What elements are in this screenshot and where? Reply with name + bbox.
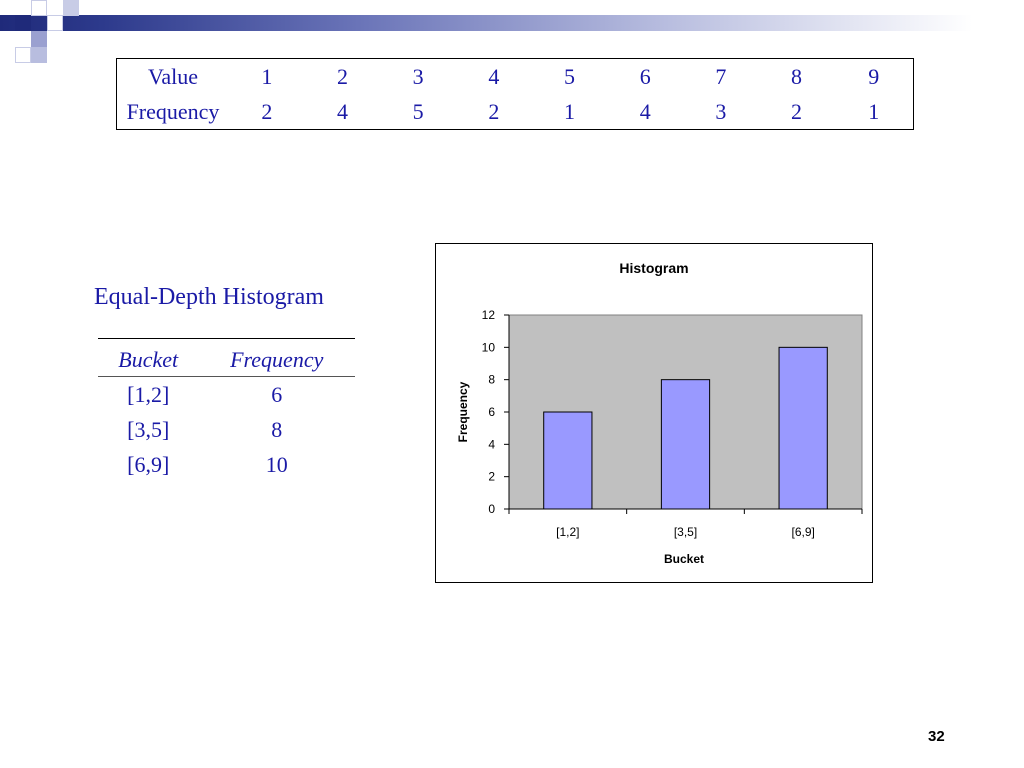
bucket-cell: [1,2] — [127, 381, 170, 407]
value-cell: 4 — [488, 63, 500, 89]
chart-title: Histogram — [619, 260, 688, 276]
frequency-cell: 4 — [337, 98, 348, 124]
frequency-cell: 6 — [271, 381, 283, 407]
bucket-column-header: Bucket — [98, 338, 199, 377]
frequency-cell: 2 — [261, 98, 273, 124]
bucket-table-header: Bucket Frequency — [98, 338, 355, 377]
bar — [660, 379, 711, 510]
value-cell: 5 — [564, 63, 576, 89]
value-cell: 9 — [868, 63, 880, 89]
value-cell: 1 — [261, 63, 273, 89]
histogram-chart-svg: Histogram Bucket Frequency 0 2 4 6 8 10 12 [1,2… — [456, 260, 863, 566]
y-tick-label: 12 — [482, 308, 496, 322]
y-tick-label: 10 — [482, 340, 496, 354]
frequency-cell: 2 — [791, 98, 803, 124]
equal-depth-title: Equal-Depth Histogram — [94, 284, 324, 310]
value-cell: 8 — [791, 63, 803, 89]
frequency-cell: 1 — [868, 98, 880, 124]
bar — [778, 346, 828, 510]
page-number: 32 — [928, 728, 945, 745]
bucket-table: Bucket Frequency [1,2] 6 [3,5] 8 [6,9] 1… — [98, 338, 355, 482]
bucket-cell: [3,5] — [127, 416, 170, 442]
decor-square — [63, 0, 79, 16]
table-row: [6,9] 10 — [98, 447, 355, 482]
decor-square — [15, 15, 31, 31]
table-row: [3,5] 8 — [98, 412, 355, 447]
decor-square — [47, 15, 63, 31]
value-cell: 6 — [639, 63, 651, 89]
value-frequency-table: Value 1 2 3 4 5 6 7 8 9 Frequency 2 4 5 … — [116, 58, 914, 130]
frequency-cell: 3 — [715, 98, 727, 124]
frequency-row: Frequency 2 4 5 2 1 4 3 2 1 — [117, 94, 914, 130]
frequency-cell: 1 — [564, 98, 576, 124]
value-row-header: Value — [147, 63, 199, 89]
value-cell: 7 — [715, 63, 727, 89]
y-tick-label: 2 — [488, 470, 495, 484]
chart-x-axis-label: Bucket — [664, 552, 704, 566]
x-tick-label: [3,5] — [674, 525, 697, 539]
x-tick-label: [1,2] — [556, 525, 579, 539]
y-tick-label: 6 — [488, 405, 495, 419]
y-tick-label: 8 — [488, 373, 495, 387]
frequency-column-header: Frequency — [198, 338, 355, 377]
y-tick-label: 4 — [488, 437, 495, 451]
decor-square — [31, 31, 47, 47]
x-tick-label: [6,9] — [791, 525, 814, 539]
bucket-cell: [6,9] — [127, 451, 170, 477]
frequency-row-header: Frequency — [126, 98, 220, 124]
decor-square — [31, 47, 47, 63]
decor-square — [31, 0, 47, 16]
frequency-cell: 5 — [412, 98, 424, 124]
y-tick-label: 0 — [488, 502, 495, 516]
chart-y-axis-label: Frequency — [456, 381, 470, 442]
header-gradient-bar — [0, 15, 1024, 31]
histogram-chart: Histogram Bucket Frequency 0 2 4 6 8 10 12 [1,2… — [435, 243, 873, 583]
decor-square — [15, 47, 31, 63]
frequency-cell: 4 — [639, 98, 651, 124]
value-cell: 2 — [337, 63, 348, 89]
table-row: [1,2] 6 — [98, 377, 355, 413]
frequency-cell: 10 — [265, 451, 288, 477]
frequency-cell: 8 — [271, 416, 283, 442]
bar — [543, 411, 593, 510]
value-row: Value 1 2 3 4 5 6 7 8 9 — [117, 59, 914, 95]
value-cell: 3 — [412, 63, 424, 89]
frequency-cell: 2 — [488, 98, 500, 124]
